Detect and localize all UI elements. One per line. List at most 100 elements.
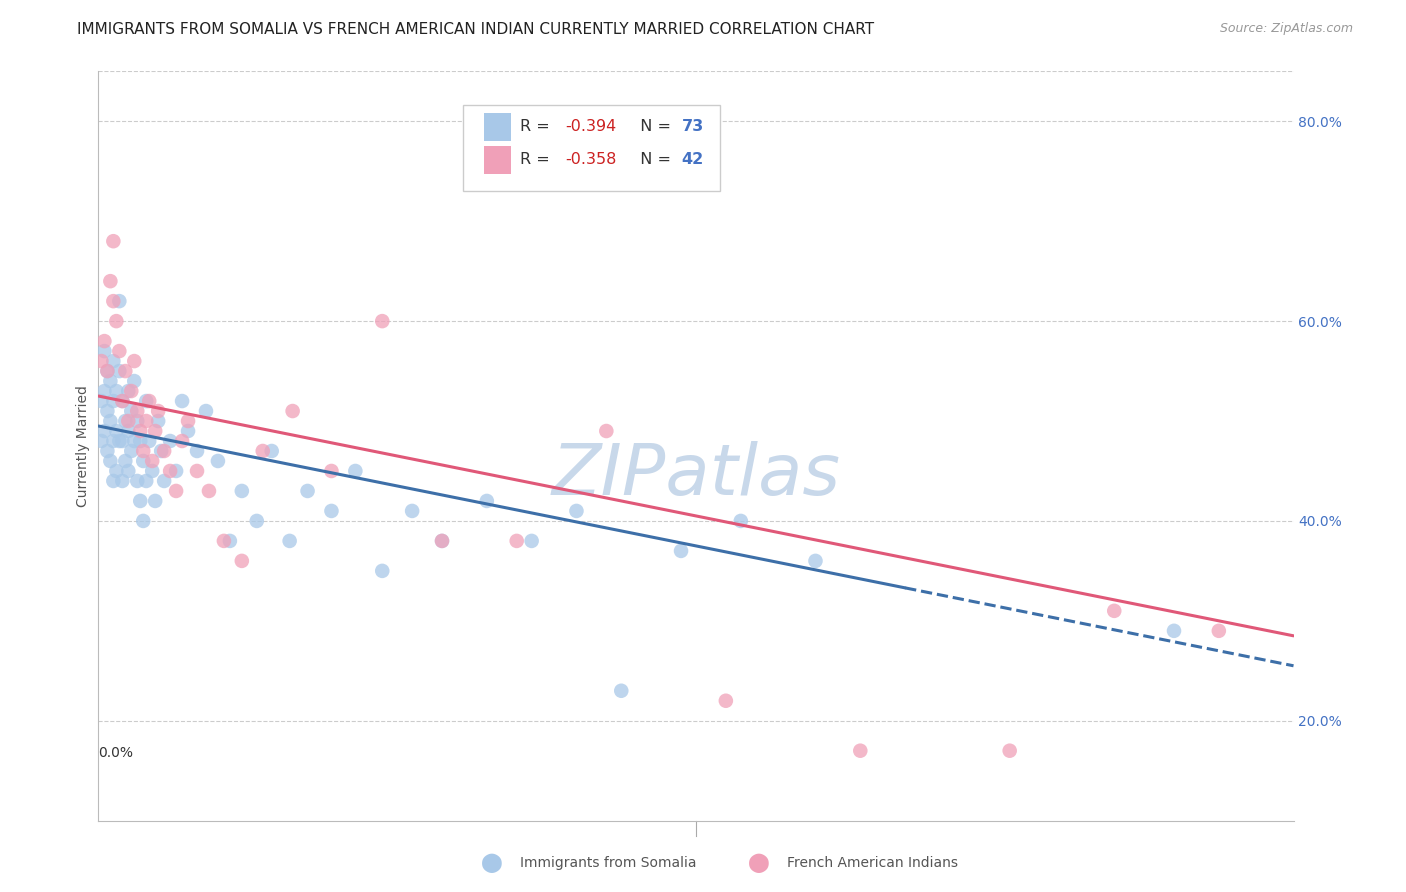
Point (231, 554, 253, 568)
Point (129, 424, 152, 438)
Point (117, 424, 139, 438)
Point (129, 494, 152, 508)
Point (129, 434, 152, 448)
Point (103, 294, 125, 309)
Point (1163, 624, 1185, 638)
Point (135, 394, 157, 409)
Y-axis label: Currently Married: Currently Married (76, 385, 90, 507)
Point (565, 504, 588, 518)
Point (124, 374, 146, 388)
Point (1208, 624, 1230, 638)
Point (103, 394, 125, 409)
Point (165, 483, 187, 498)
Text: IMMIGRANTS FROM SOMALIA VS FRENCH AMERICAN INDIAN CURRENTLY MARRIED CORRELATION : IMMIGRANTS FROM SOMALIA VS FRENCH AMERIC… (77, 22, 875, 37)
Point (120, 384, 142, 398)
Point (148, 414, 170, 428)
Point (186, 444, 208, 458)
Point (111, 434, 134, 448)
Point (114, 414, 136, 428)
Point (90, 434, 112, 448)
Text: -0.358: -0.358 (565, 153, 617, 168)
Point (98, 454, 122, 468)
Point (141, 454, 163, 468)
Point (207, 454, 229, 468)
Point (105, 314, 128, 328)
Point (108, 294, 131, 309)
Point (93, 344, 115, 359)
Point (804, 554, 827, 568)
Point (172, 434, 194, 448)
Point (135, 474, 157, 488)
Point (506, 533, 529, 548)
Point (177, 424, 200, 438)
Point (127, 404, 149, 418)
Point (135, 414, 157, 428)
Point (124, 434, 146, 448)
Point (159, 464, 181, 478)
Point (246, 514, 269, 528)
Point (138, 394, 160, 409)
Point (430, 533, 453, 548)
Text: ⬤: ⬤ (481, 854, 503, 873)
Point (198, 483, 221, 498)
FancyBboxPatch shape (463, 105, 720, 191)
Point (117, 464, 139, 478)
Point (96, 364, 118, 378)
Text: 0.0%: 0.0% (98, 746, 134, 760)
Point (150, 444, 173, 458)
Point (117, 414, 139, 428)
Point (141, 464, 163, 478)
Point (111, 394, 134, 409)
Text: Immigrants from Somalia: Immigrants from Somalia (520, 856, 697, 871)
Point (520, 533, 543, 548)
Point (148, 404, 170, 418)
Text: -0.394: -0.394 (565, 120, 617, 135)
Point (186, 464, 208, 478)
Point (90, 394, 112, 409)
Point (153, 444, 176, 458)
Point (669, 544, 692, 558)
Point (108, 344, 131, 359)
Point (165, 464, 187, 478)
Text: ZIPatlas: ZIPatlas (551, 442, 841, 510)
Point (252, 444, 274, 458)
Point (138, 434, 160, 448)
Point (212, 533, 235, 548)
Point (120, 444, 142, 458)
Point (114, 454, 136, 468)
Text: N =: N = (630, 120, 676, 135)
Point (96, 404, 118, 418)
Point (281, 404, 304, 418)
Point (96, 444, 118, 458)
Point (430, 533, 453, 548)
Point (172, 394, 194, 409)
Point (153, 474, 176, 488)
Point (231, 483, 253, 498)
Point (103, 434, 125, 448)
Point (103, 474, 125, 488)
FancyBboxPatch shape (485, 112, 510, 141)
Point (132, 444, 155, 458)
Point (177, 414, 200, 428)
Text: ⬤: ⬤ (748, 854, 770, 873)
Point (1104, 604, 1126, 618)
Point (103, 354, 125, 368)
Point (998, 744, 1021, 758)
Point (143, 424, 166, 438)
Point (93, 384, 115, 398)
FancyBboxPatch shape (485, 145, 510, 174)
Point (321, 504, 343, 518)
Text: 42: 42 (682, 153, 704, 168)
Point (90, 354, 112, 368)
Point (114, 364, 136, 378)
Point (93, 424, 115, 438)
Point (849, 744, 872, 758)
Text: R =: R = (520, 153, 555, 168)
Point (96, 364, 118, 378)
Point (127, 414, 149, 428)
Point (730, 514, 752, 528)
Point (371, 314, 394, 328)
Point (98, 414, 122, 428)
Point (98, 274, 122, 288)
Point (297, 483, 319, 498)
